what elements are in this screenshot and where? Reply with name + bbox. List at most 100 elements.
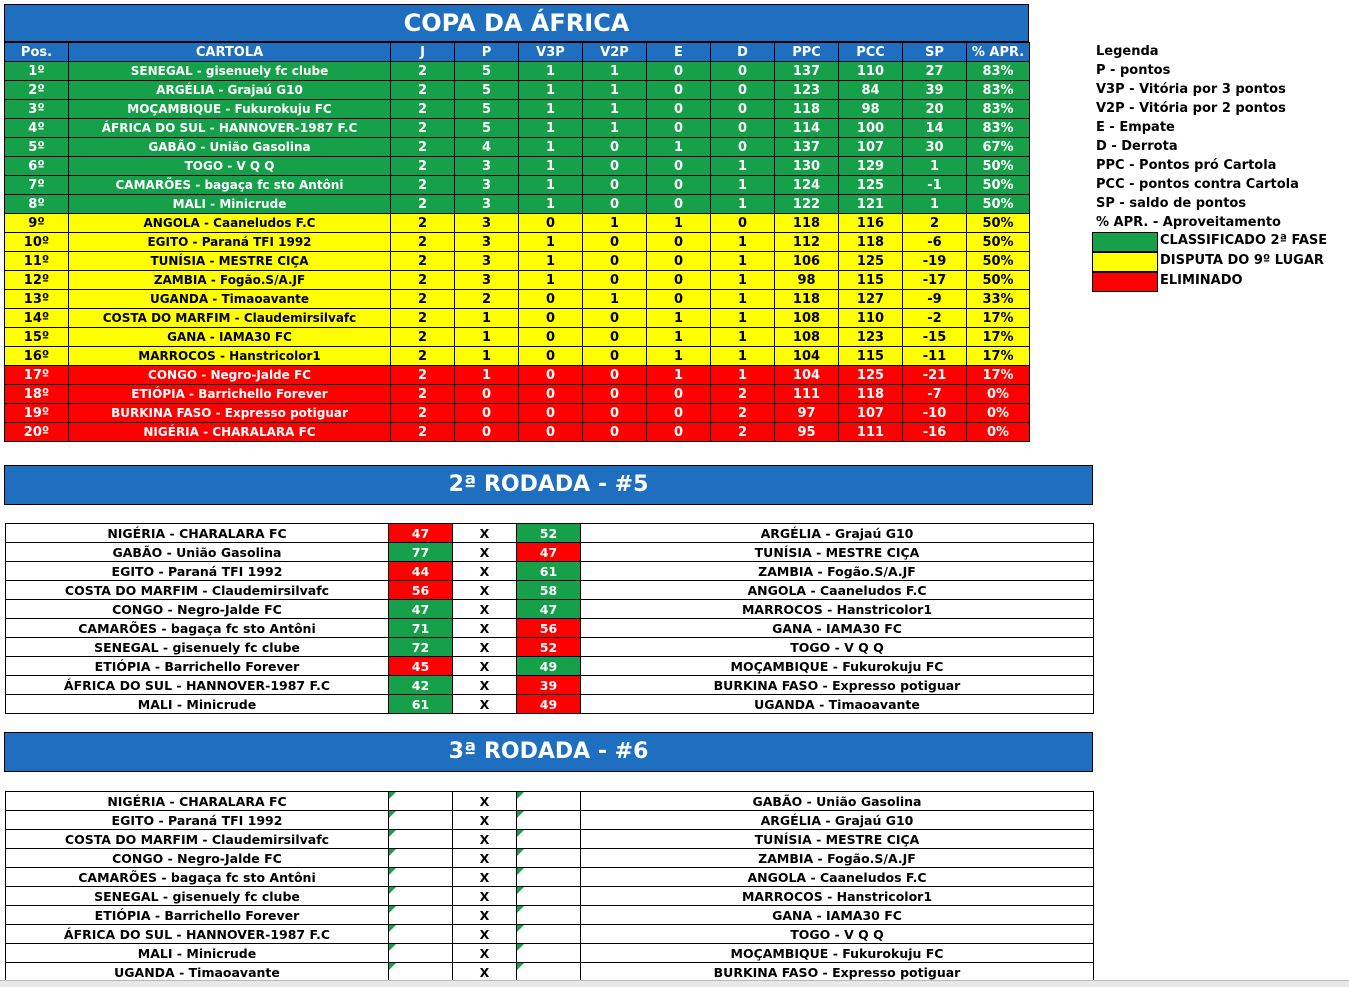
away-score-empty[interactable] (516, 886, 581, 906)
stat-cell-pcc: 125 (838, 251, 903, 271)
stat-cell-v2p: 1 (582, 289, 647, 309)
team-name-cell: GANA - IAMA30 FC (68, 327, 391, 347)
match-row: CAMARÕES - bagaça fc sto Antôni X ANGOLA -… (5, 867, 1094, 887)
home-team: CAMARÕES - bagaça fc sto Antôni (5, 618, 389, 638)
stat-cell-j: 2 (390, 251, 455, 271)
round2-title: 2ª RODADA - #5 (448, 472, 649, 497)
stat-cell-apr: 0% (966, 422, 1030, 442)
home-team: EGITO - Paraná TFI 1992 (5, 561, 389, 581)
standings-row: 20º NIGÉRIA - CHARALARA FC 2 0 0 0 0 2 95 111 -16 0… (4, 422, 1030, 442)
home-score-empty[interactable] (388, 962, 453, 982)
stat-cell-ppc: 124 (774, 175, 839, 195)
stat-cell-e: 1 (646, 213, 711, 233)
stat-cell-sp: 1 (902, 156, 967, 176)
away-team: TUNÍSIA - MESTRE CIÇA (580, 829, 1094, 849)
stat-cell-d: 1 (710, 327, 775, 347)
home-score: 77 (388, 542, 453, 562)
away-team: ARGÉLIA - Grajaú G10 (580, 810, 1094, 830)
stat-cell-pcc: 116 (838, 213, 903, 233)
away-score-empty[interactable] (516, 791, 581, 811)
away-score-empty[interactable] (516, 962, 581, 982)
stat-cell-sp: -21 (902, 365, 967, 385)
sheet-tab-bar[interactable] (0, 980, 1349, 987)
away-score: 39 (516, 675, 581, 695)
stat-cell-p: 1 (454, 308, 519, 328)
away-score: 52 (516, 637, 581, 657)
away-score-empty[interactable] (516, 867, 581, 887)
home-score-empty[interactable] (388, 943, 453, 963)
legend-label-eliminated: ELIMINADO (1160, 273, 1243, 288)
stat-cell-ppc: 118 (774, 213, 839, 233)
column-header: J (390, 42, 455, 62)
stat-cell-v2p: 0 (582, 194, 647, 214)
stat-cell-sp: -15 (902, 327, 967, 347)
away-team: TOGO - V Q Q (580, 637, 1094, 657)
standings-title-banner: COPA DA ÁFRICA (4, 4, 1029, 42)
stat-cell-ppc: 118 (774, 289, 839, 309)
away-score-empty[interactable] (516, 829, 581, 849)
stat-cell-apr: 50% (966, 156, 1030, 176)
stat-cell-p: 5 (454, 61, 519, 81)
stat-cell-e: 0 (646, 194, 711, 214)
match-row: ÁFRICA DO SUL - HANNOVER-1987 F.C X TOGO -… (5, 924, 1094, 944)
home-score-empty[interactable] (388, 867, 453, 887)
stat-cell-d: 0 (710, 118, 775, 138)
stat-cell-d: 1 (710, 365, 775, 385)
column-header: Pos. (4, 42, 69, 62)
away-team: ZAMBIA - Fogão.S/A.JF (580, 561, 1094, 581)
away-score: 47 (516, 599, 581, 619)
stat-cell-p: 0 (454, 403, 519, 423)
stat-cell-apr: 50% (966, 232, 1030, 252)
home-team: SENEGAL - gisenuely fc clube (5, 886, 389, 906)
team-name-cell: SENEGAL - gisenuely fc clube (68, 61, 391, 81)
stat-cell-j: 2 (390, 270, 455, 290)
stat-cell-d: 0 (710, 137, 775, 157)
standings-row: 17º CONGO - Negro-Jalde FC 2 1 0 0 1 1 104 125 -21… (4, 365, 1030, 385)
stat-cell-pos: 13º (4, 289, 69, 309)
stat-cell-apr: 50% (966, 213, 1030, 233)
home-score-empty[interactable] (388, 810, 453, 830)
away-score-empty[interactable] (516, 943, 581, 963)
stat-cell-v3p: 0 (518, 308, 583, 328)
away-score-empty[interactable] (516, 810, 581, 830)
stat-cell-apr: 83% (966, 61, 1030, 81)
standings-row: 3º MOÇAMBIQUE - Fukurokuju FC 2 5 1 1 0 0 118 98 2… (4, 99, 1030, 119)
home-score-empty[interactable] (388, 924, 453, 944)
round2-table: NIGÉRIA - CHARALARA FC 47 X 52 ARGÉLIA - Gra… (5, 523, 1094, 714)
away-team: TUNÍSIA - MESTRE CIÇA (580, 542, 1094, 562)
legend-swatch-dispute (1092, 252, 1158, 272)
stat-cell-pos: 20º (4, 422, 69, 442)
match-row: ETIÓPIA - Barrichello Forever 45 X 49 MOÇAMB… (5, 656, 1094, 676)
away-team: BURKINA FASO - Expresso potiguar (580, 675, 1094, 695)
stat-cell-d: 0 (710, 61, 775, 81)
legend-title: Legenda (1096, 44, 1159, 59)
away-score-empty[interactable] (516, 905, 581, 925)
versus-label: X (452, 561, 517, 581)
away-score-empty[interactable] (516, 848, 581, 868)
match-row: ÁFRICA DO SUL - HANNOVER-1987 F.C 42 X 39 BU… (5, 675, 1094, 695)
stat-cell-j: 2 (390, 99, 455, 119)
stat-cell-j: 2 (390, 175, 455, 195)
stat-cell-p: 5 (454, 80, 519, 100)
away-score-empty[interactable] (516, 924, 581, 944)
home-score-empty[interactable] (388, 905, 453, 925)
legend: Legenda P - pontos V3P - Vitória por 3 p… (1096, 42, 1299, 232)
home-score-empty[interactable] (388, 791, 453, 811)
legend-label-dispute: DISPUTA DO 9º LUGAR (1160, 253, 1324, 268)
standings-row: 7º CAMARÕES - bagaça fc sto Antôni 2 3 1 0 0 1 1… (4, 175, 1030, 195)
stat-cell-v2p: 0 (582, 384, 647, 404)
stat-cell-v2p: 0 (582, 365, 647, 385)
stat-cell-j: 2 (390, 61, 455, 81)
legend-item: PPC - Pontos pró Cartola (1096, 158, 1277, 173)
home-score-empty[interactable] (388, 886, 453, 906)
standings-header-row: Pos. CARTOLA J P V3P V2P E D PPC PCC SP% APR. (4, 42, 1030, 62)
round2-banner: 2ª RODADA - #5 (4, 465, 1093, 505)
home-score-empty[interactable] (388, 848, 453, 868)
stat-cell-v3p: 0 (518, 365, 583, 385)
stat-cell-d: 1 (710, 232, 775, 252)
stat-cell-p: 3 (454, 175, 519, 195)
home-score-empty[interactable] (388, 829, 453, 849)
stat-cell-apr: 0% (966, 403, 1030, 423)
stat-cell-v3p: 0 (518, 403, 583, 423)
stat-cell-pos: 14º (4, 308, 69, 328)
